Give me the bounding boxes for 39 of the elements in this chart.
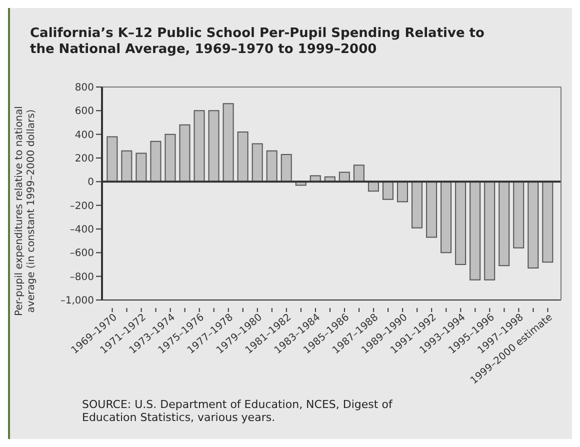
bar — [237, 131, 248, 182]
bar — [106, 136, 118, 182]
bar — [397, 181, 408, 202]
source-note: SOURCE: U.S. Department of Education, NCES, Digest of Education Statistics, various years. — [82, 398, 394, 424]
bar — [455, 181, 466, 265]
y-tick-label: 600 — [74, 106, 94, 118]
y-tick-label: –200 — [70, 200, 94, 212]
bar — [498, 181, 510, 266]
bar — [426, 181, 438, 238]
bar — [136, 152, 147, 182]
bar — [121, 150, 132, 182]
y-tick-label: –1,000 — [60, 296, 94, 307]
bar — [382, 181, 394, 200]
bar — [280, 154, 292, 182]
bar — [252, 143, 263, 182]
chart-title: California’s K–12 Public School Per-Pupil Spending Relative to the National Average, 1969–1970 to 1999–2000 — [30, 26, 486, 58]
bar — [194, 110, 205, 182]
y-tick-label: 400 — [74, 130, 94, 141]
bar — [353, 164, 364, 182]
y-tick-label: –400 — [70, 224, 94, 236]
y-tick-label: 200 — [74, 154, 94, 165]
bar — [440, 181, 452, 254]
bar — [179, 124, 190, 182]
bar — [513, 181, 524, 248]
y-axis-title: Per-pupil expenditures relative to national average (in constant 1999–2000 dollars) — [14, 106, 38, 316]
y-tick-label: 800 — [74, 82, 94, 94]
y-tick-label: –800 — [70, 272, 94, 283]
bar — [222, 103, 234, 182]
y-tick-label: –600 — [70, 248, 94, 260]
bar — [542, 181, 554, 263]
bar — [528, 181, 539, 269]
bar — [208, 110, 220, 182]
bar — [150, 140, 162, 182]
bar — [484, 181, 496, 280]
bar — [412, 181, 423, 228]
bar — [164, 134, 176, 182]
bar — [266, 150, 278, 182]
bar — [470, 181, 481, 280]
y-tick-label: 0 — [88, 177, 94, 188]
